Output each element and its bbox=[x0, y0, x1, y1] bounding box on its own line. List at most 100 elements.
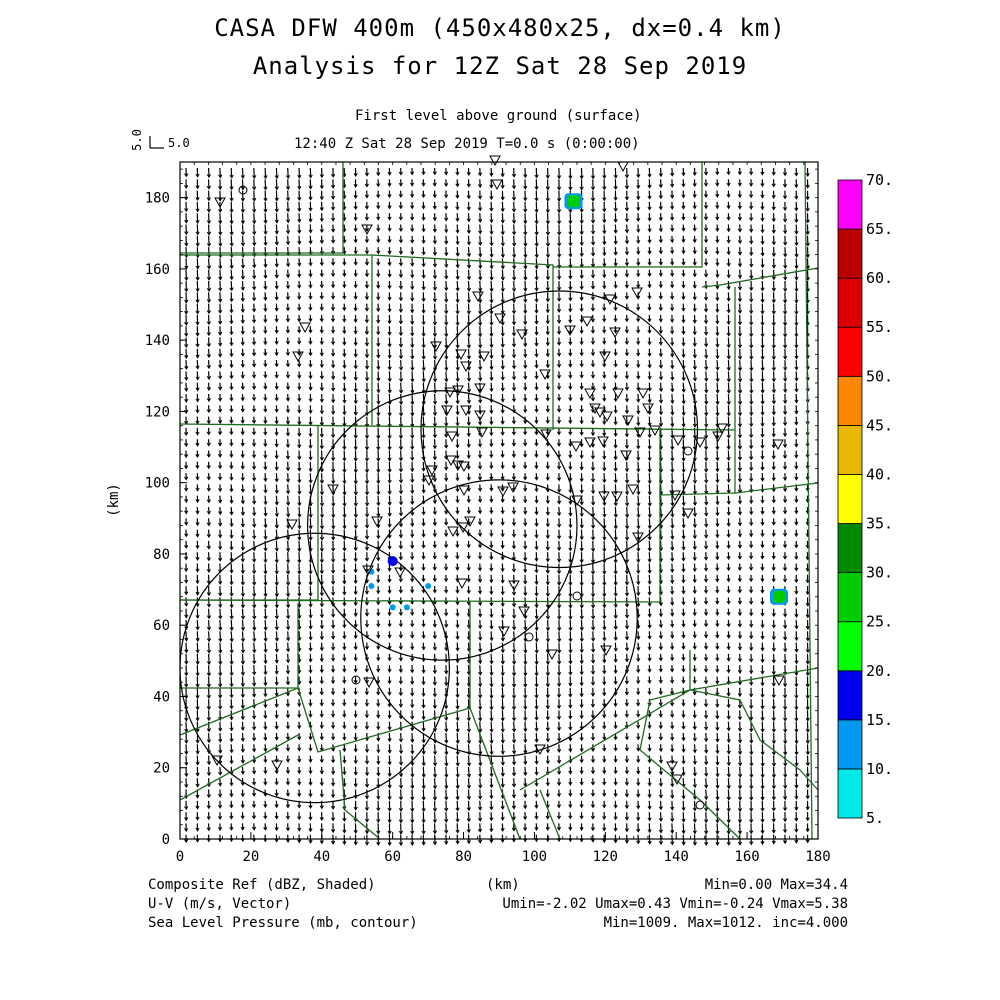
x-tick-label-8: 160 bbox=[734, 849, 759, 865]
x-tick-label-7: 140 bbox=[664, 849, 689, 865]
x-tick-label-0: 0 bbox=[176, 849, 184, 865]
colorbar-swatch-6 bbox=[837, 474, 863, 524]
legend-left-0: Composite Ref (dBZ, Shaded) bbox=[148, 877, 376, 893]
station-circle-1 bbox=[351, 675, 361, 685]
echo-4 bbox=[368, 583, 375, 590]
station-marker-0 bbox=[214, 197, 226, 209]
station-marker-13 bbox=[609, 327, 621, 339]
station-marker-36 bbox=[649, 425, 661, 437]
radar-ring-3 bbox=[360, 479, 638, 757]
colorbar-label-4: 25. bbox=[866, 613, 893, 631]
y-tick-label-7: 140 bbox=[145, 333, 170, 349]
station-marker-11 bbox=[581, 316, 593, 328]
station-marker-51 bbox=[620, 450, 632, 462]
boundary-8 bbox=[179, 430, 661, 603]
colorbar-swatch-1 bbox=[837, 719, 863, 770]
station-marker-74 bbox=[600, 645, 612, 657]
station-circle-2 bbox=[524, 632, 534, 642]
station-markers bbox=[211, 155, 785, 810]
station-marker-81 bbox=[772, 439, 784, 451]
station-marker-2 bbox=[489, 155, 501, 167]
station-circle-4 bbox=[695, 800, 705, 810]
echo-0 bbox=[567, 195, 580, 208]
station-marker-84 bbox=[773, 675, 785, 687]
station-marker-35 bbox=[634, 427, 646, 439]
station-marker-82 bbox=[669, 490, 681, 502]
colorbar: 5. 10. 15. 20. 25. 30. 35. 40. 45. 50. 55. 60. 65. 70… bbox=[837, 171, 893, 827]
ref-vector-label: 5.0 bbox=[168, 136, 190, 150]
colorbar-label-13: 70. bbox=[866, 171, 893, 189]
station-marker-21 bbox=[444, 387, 456, 399]
chart-subtitle-line2: 12:40 Z Sat 28 Sep 2019 T=0.0 s (0:00:00… bbox=[294, 136, 640, 152]
station-marker-20 bbox=[599, 351, 611, 363]
legend-right-0: Min=0.00 Max=34.4 bbox=[704, 877, 848, 893]
station-marker-55 bbox=[598, 491, 610, 503]
y-tick-label-3: 60 bbox=[153, 618, 170, 634]
colorbar-label-3: 20. bbox=[866, 662, 893, 680]
station-marker-58 bbox=[507, 482, 519, 494]
colorbar-label-0: 5. bbox=[866, 809, 884, 827]
boundary-6 bbox=[734, 287, 819, 494]
station-marker-6 bbox=[292, 351, 304, 363]
station-marker-54 bbox=[611, 491, 623, 503]
chart-title-line2: Analysis for 12Z Sat 28 Sep 2019 bbox=[252, 52, 748, 80]
x-tick-label-3: 60 bbox=[384, 849, 401, 865]
station-marker-48 bbox=[570, 441, 582, 453]
station-marker-37 bbox=[672, 435, 684, 447]
y-tick-label-5: 100 bbox=[145, 476, 170, 492]
boundary-12 bbox=[297, 602, 471, 753]
station-marker-42 bbox=[423, 475, 435, 487]
station-marker-62 bbox=[371, 516, 383, 528]
boundary-17 bbox=[689, 650, 819, 791]
station-marker-66 bbox=[632, 532, 644, 544]
station-circle-3 bbox=[683, 446, 693, 456]
x-tick-label-5: 100 bbox=[522, 849, 547, 865]
station-marker-50 bbox=[597, 436, 609, 448]
x-tick-label-1: 20 bbox=[242, 849, 259, 865]
colorbar-swatch-4 bbox=[837, 572, 863, 623]
station-marker-26 bbox=[474, 410, 486, 422]
boundary-14 bbox=[339, 749, 381, 840]
radar-ring-1 bbox=[306, 390, 578, 661]
boundary-19 bbox=[804, 161, 813, 840]
station-marker-16 bbox=[455, 349, 467, 361]
y-axis-label: (km) bbox=[106, 483, 122, 517]
legend-right-1: Umin=-2.02 Umax=0.43 Vmin=-0.24 Vmax=5.3… bbox=[502, 896, 848, 912]
colorbar-swatch-10 bbox=[837, 277, 863, 328]
station-marker-52 bbox=[476, 427, 488, 439]
station-marker-19 bbox=[539, 369, 551, 381]
boundary-2 bbox=[371, 254, 554, 430]
echo-3 bbox=[368, 568, 375, 575]
station-marker-39 bbox=[712, 431, 724, 443]
boundary-5 bbox=[179, 423, 736, 431]
station-marker-30 bbox=[601, 411, 613, 423]
station-marker-18 bbox=[478, 351, 490, 363]
colorbar-label-1: 10. bbox=[866, 760, 893, 778]
boundary-20 bbox=[639, 689, 741, 840]
station-marker-38 bbox=[694, 437, 706, 449]
station-marker-71 bbox=[518, 606, 530, 618]
station-marker-67 bbox=[362, 565, 374, 577]
station-marker-79 bbox=[271, 760, 283, 772]
colorbar-swatch-11 bbox=[837, 228, 863, 279]
station-marker-14 bbox=[631, 287, 643, 299]
station-marker-60 bbox=[327, 484, 339, 496]
station-marker-7 bbox=[472, 291, 484, 303]
county-boundaries bbox=[179, 161, 819, 840]
station-marker-75 bbox=[534, 744, 546, 756]
echo-5 bbox=[389, 604, 396, 611]
station-marker-40 bbox=[716, 423, 728, 435]
legend-left-2: Sea Level Pressure (mb, contour) bbox=[148, 915, 418, 931]
station-marker-65 bbox=[464, 516, 476, 528]
station-marker-15 bbox=[430, 341, 442, 353]
colorbar-swatch-8 bbox=[837, 375, 863, 426]
wind-vector-field bbox=[184, 167, 810, 847]
radar-ring-0 bbox=[420, 290, 699, 569]
station-marker-78 bbox=[211, 755, 223, 767]
y-tick-label-0: 0 bbox=[162, 832, 170, 848]
legend-center: (km) bbox=[486, 877, 520, 893]
y-tick-label-6: 120 bbox=[145, 404, 170, 420]
station-marker-70 bbox=[508, 580, 520, 592]
station-marker-9 bbox=[516, 329, 528, 341]
